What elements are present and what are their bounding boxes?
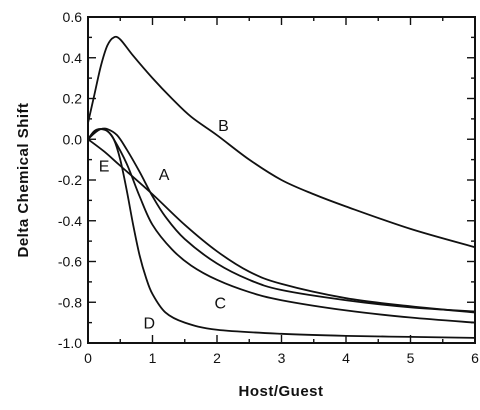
plot-frame [87, 16, 476, 344]
curve-label-d: D [143, 316, 155, 333]
curves-layer [87, 35, 476, 339]
x-tick-label: 2 [213, 350, 221, 366]
y-tick-label: -0.8 [58, 294, 82, 310]
curve-label-e: E [99, 159, 110, 176]
y-tick-label: 0.4 [63, 50, 83, 66]
y-tick-label: -0.2 [58, 172, 82, 188]
x-tick-label: 6 [471, 350, 479, 366]
x-tick-label: 0 [84, 350, 92, 366]
y-tick-label: -1.0 [58, 335, 82, 351]
ticks-layer: 0.6 0.4 0.2 0.0 -0.2 -0.4 -0.6 -0.8 -1.00 1 2 3 4 5 6 [58, 9, 479, 366]
series-b-line [87, 35, 476, 249]
x-axis-title: Host/Guest [238, 383, 323, 400]
x-tick-label: 4 [342, 350, 350, 366]
y-tick-label: -0.4 [58, 213, 82, 229]
series-a-line [87, 127, 476, 313]
series-e-line [87, 138, 476, 314]
x-tick-label: 1 [149, 350, 157, 366]
labels-layer: A B C D E [99, 118, 229, 333]
curve-label-c: C [214, 295, 226, 312]
y-tick-label: 0.6 [63, 9, 83, 25]
curve-label-a: A [159, 167, 170, 184]
series-c-line [87, 128, 476, 324]
y-tick-label: 0.0 [63, 131, 83, 147]
y-tick-label: 0.2 [63, 91, 83, 107]
series-d-line [87, 128, 476, 339]
y-tick-label: -0.6 [58, 254, 82, 270]
x-tick-label: 5 [407, 350, 415, 366]
curve-label-b: B [218, 118, 229, 135]
x-tick-label: 3 [278, 350, 286, 366]
y-axis-title: Delta Chemical Shift [15, 102, 32, 257]
